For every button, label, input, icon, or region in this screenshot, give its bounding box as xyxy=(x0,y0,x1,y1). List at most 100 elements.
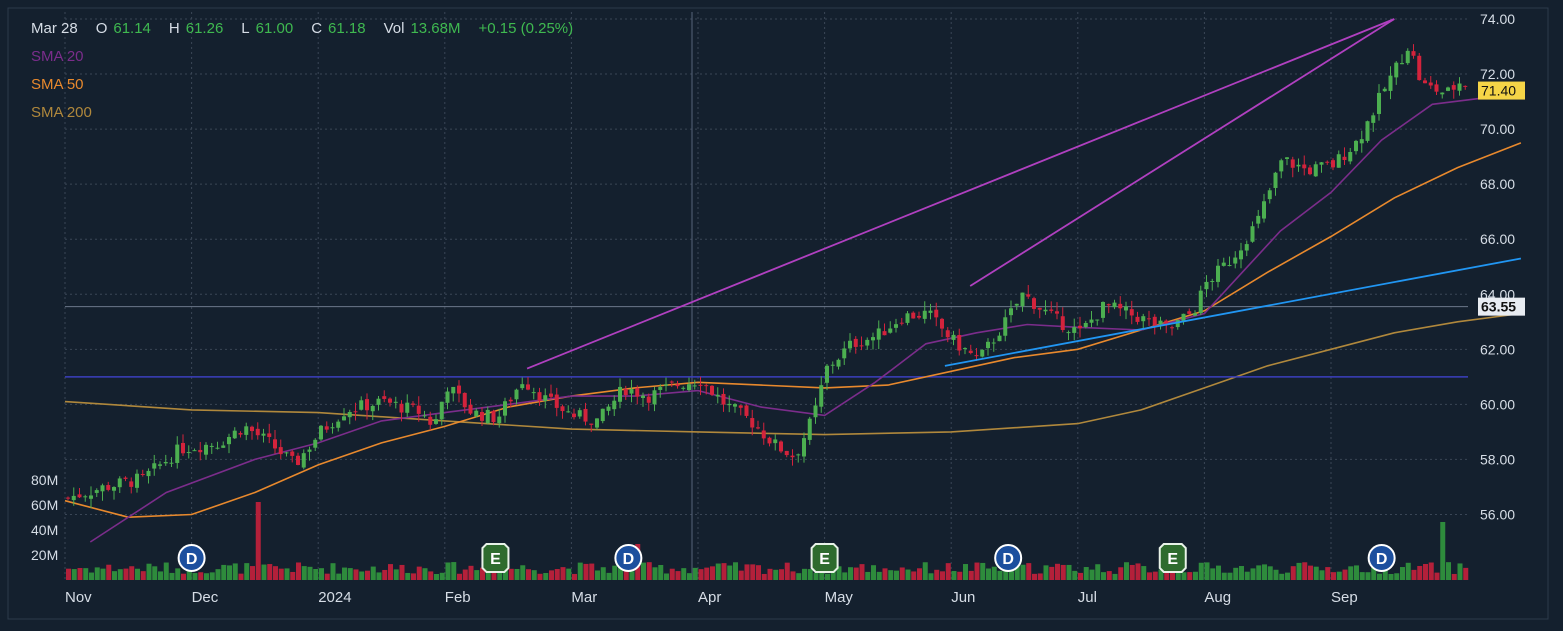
volume-bar xyxy=(1285,572,1290,580)
candle-body xyxy=(301,453,306,468)
candle-body xyxy=(238,433,243,435)
candle-body xyxy=(1405,50,1410,64)
candle-body xyxy=(1083,322,1088,327)
volume-bar xyxy=(1089,569,1095,580)
sma-20-legend[interactable]: SMA 20 xyxy=(31,48,84,65)
volume-bar xyxy=(1296,562,1302,580)
volume-bar xyxy=(917,568,922,580)
volume-bar xyxy=(1095,564,1101,580)
volume-bar xyxy=(77,568,83,580)
candle-body xyxy=(123,477,128,479)
volume-bar xyxy=(140,571,146,580)
candle-body xyxy=(767,437,772,444)
volume-bar xyxy=(1313,566,1319,580)
volume-bar xyxy=(957,571,963,580)
candle-body xyxy=(658,387,663,390)
volume-bar xyxy=(589,563,595,580)
low-label: L xyxy=(241,20,250,37)
dividend-marker xyxy=(177,544,206,572)
volume-bar xyxy=(1147,572,1152,580)
candle-body xyxy=(1124,306,1128,311)
volume-bar xyxy=(1308,565,1313,580)
candle-body xyxy=(888,328,893,333)
candle-body xyxy=(278,447,283,455)
candle-body xyxy=(1434,84,1439,92)
volume-bar xyxy=(583,563,589,580)
sma-200-legend[interactable]: SMA 200 xyxy=(31,104,92,121)
candle-body xyxy=(66,497,70,499)
volume-bar xyxy=(1227,572,1233,580)
volume-bar xyxy=(434,573,439,580)
candle-body xyxy=(1112,302,1117,308)
volume-bar xyxy=(1101,572,1106,580)
volume-bar xyxy=(1423,563,1428,580)
volume-bar xyxy=(227,565,232,580)
candle-body xyxy=(687,384,691,391)
volume-bar xyxy=(1066,564,1072,580)
candle-body xyxy=(779,441,783,452)
volume-bar xyxy=(273,566,278,580)
volume-bar xyxy=(278,568,284,580)
candle-body xyxy=(698,384,703,386)
volume-bar xyxy=(560,567,566,580)
volume-bar xyxy=(871,565,876,580)
volume-bar xyxy=(543,572,549,580)
candle-body xyxy=(1285,157,1289,159)
volume-bar xyxy=(1365,572,1371,580)
candle-body xyxy=(577,410,582,417)
x-tick-label: Jul xyxy=(1078,589,1097,606)
volume-bar xyxy=(399,564,405,580)
candle-body xyxy=(1233,257,1238,264)
volume-bar xyxy=(1020,564,1026,580)
volume-bar xyxy=(491,572,497,580)
candle-body xyxy=(388,398,392,403)
volume-bar xyxy=(790,571,796,580)
volume-bar xyxy=(1457,563,1463,580)
candle-body xyxy=(1423,80,1427,84)
volume-bar xyxy=(1049,566,1055,580)
candle-body xyxy=(1371,115,1376,123)
candle-body xyxy=(761,430,766,439)
candle-body xyxy=(802,438,806,457)
candle-body xyxy=(135,473,139,488)
volume-bar xyxy=(267,564,273,580)
candle-body xyxy=(1106,304,1111,306)
candle-body xyxy=(1428,82,1433,86)
x-tick-label: Feb xyxy=(445,589,471,606)
candle-body xyxy=(336,421,341,428)
candle-body xyxy=(526,384,530,390)
volume-bar xyxy=(807,569,813,580)
candle-body xyxy=(1313,164,1318,177)
volume-bar xyxy=(1170,566,1175,580)
volume-bar xyxy=(411,573,416,580)
candle-body xyxy=(1152,316,1157,326)
volume-bar xyxy=(192,573,198,580)
volume-bar xyxy=(968,570,974,580)
volume-bar xyxy=(480,567,485,580)
volume-bar xyxy=(307,566,313,580)
trend-line xyxy=(526,18,1395,370)
volume-bar xyxy=(549,570,554,580)
candle-body xyxy=(1129,309,1134,316)
candle-body xyxy=(1193,313,1197,316)
candle-body xyxy=(727,403,732,406)
volume-bar xyxy=(204,573,209,580)
candle-body xyxy=(715,394,720,397)
volume-tick-label: 20M xyxy=(31,547,58,563)
volume-bar xyxy=(825,573,830,580)
volume-bar xyxy=(71,569,77,580)
candle-body xyxy=(1446,87,1450,91)
y-tick-label: 74.00 xyxy=(1480,11,1515,27)
candle-body xyxy=(1290,159,1295,168)
volume-bar xyxy=(1348,566,1354,580)
volume-bar xyxy=(1451,573,1457,580)
sma-50-legend[interactable]: SMA 50 xyxy=(31,76,84,93)
volume-bar xyxy=(1181,572,1187,580)
candle-body xyxy=(968,350,973,354)
candle-body xyxy=(365,399,369,411)
volume-bar xyxy=(733,562,738,580)
volume-bar xyxy=(698,569,704,580)
candle-body xyxy=(290,451,295,456)
price-badges: 71.40 63.55 xyxy=(1478,81,1525,316)
candle-body xyxy=(848,340,852,349)
